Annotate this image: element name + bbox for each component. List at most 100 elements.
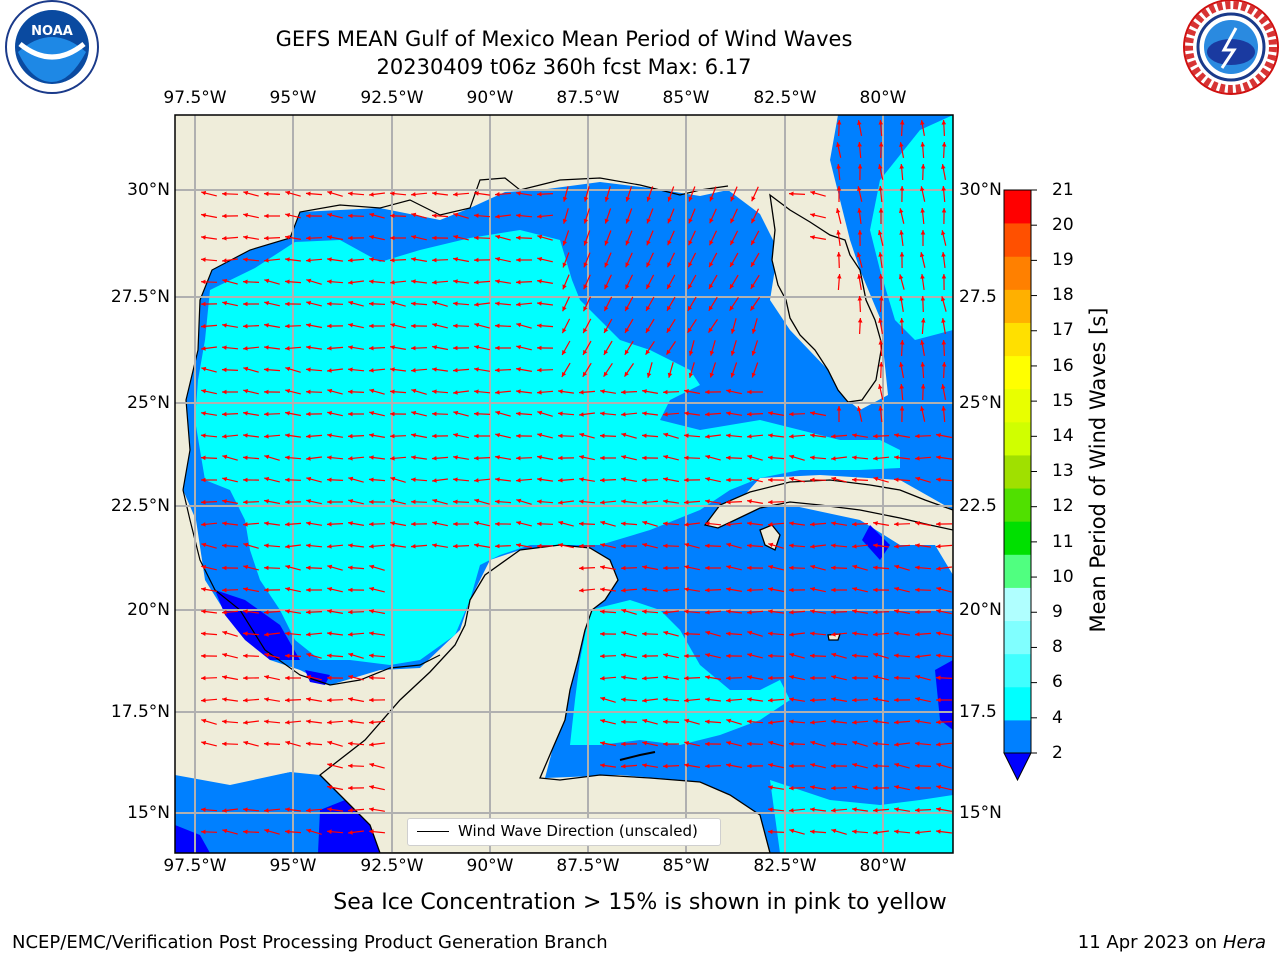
wind-wave-arrowhead [411, 301, 416, 306]
wind-wave-arrowhead [768, 740, 774, 746]
wind-wave-arrowhead [306, 632, 311, 637]
wind-wave-arrowhead [899, 340, 905, 345]
wind-wave-arrowhead [920, 362, 925, 367]
wind-wave-arrowhead [432, 322, 438, 328]
wind-wave-arrowhead [285, 235, 290, 240]
wind-wave-arrowhead [621, 764, 626, 769]
colorbar-band [1004, 223, 1031, 257]
wind-wave-arrowhead [894, 829, 899, 834]
footer-credit: NCEP/EMC/Verification Post Processing Pr… [12, 932, 608, 953]
wind-wave-arrowhead [936, 609, 941, 614]
wind-wave-arrowhead [857, 164, 863, 169]
wind-wave-arrowhead [516, 367, 521, 372]
wind-wave-arrowhead [878, 142, 884, 147]
wind-wave-arrowhead [663, 432, 669, 438]
wind-wave-arrowhead [348, 830, 353, 835]
colorbar-tick-label: 13 [1052, 461, 1074, 481]
wind-wave-arrowhead [873, 609, 878, 615]
wind-wave-arrowhead [306, 609, 311, 615]
wind-wave-arrowhead [852, 564, 858, 570]
wind-wave-arrowhead [243, 411, 248, 416]
wind-wave-arrowhead [243, 346, 248, 351]
colorbar-band [1004, 190, 1031, 224]
wind-wave-arrowhead [941, 120, 947, 125]
wind-wave-arrowhead [789, 652, 795, 658]
wind-wave-arrowhead [327, 388, 333, 394]
wind-wave-arrowhead [920, 230, 926, 235]
wind-wave-arrowhead [873, 719, 878, 724]
wind-wave-arrowhead [516, 345, 522, 350]
wind-wave-arrowhead [264, 719, 269, 724]
wind-wave-arrowhead [663, 588, 668, 593]
wind-wave-arrowhead [243, 213, 248, 218]
wind-wave-arrowhead [201, 324, 206, 329]
wind-wave-arrowhead [857, 186, 862, 192]
colorbar-tick-label: 16 [1052, 356, 1074, 376]
lat-label-right: 30°N [959, 180, 1002, 200]
colorbar-tick-label: 4 [1052, 708, 1063, 728]
wind-wave-arrowhead [726, 609, 731, 614]
wind-wave-arrowhead [411, 323, 416, 329]
wind-wave-arrowhead [894, 807, 899, 812]
wind-wave-arrowhead [327, 740, 333, 746]
wind-wave-arrowhead [684, 522, 689, 527]
wind-wave-arrowhead [495, 499, 500, 504]
wind-wave-arrowhead [899, 230, 904, 235]
wind-wave-arrowhead [750, 283, 755, 289]
wind-wave-arrowhead [201, 235, 206, 240]
wind-wave-arrowhead [750, 305, 755, 311]
wind-wave-arrowhead [894, 762, 900, 768]
wind-wave-arrowhead [348, 258, 353, 263]
wind-wave-arrowhead [583, 349, 588, 355]
wind-wave-arrowhead [348, 763, 353, 769]
wind-wave-arrowhead [222, 477, 228, 482]
wind-wave-arrowhead [537, 234, 543, 240]
wind-wave-arrowhead [474, 280, 479, 285]
wind-wave-arrowhead [789, 454, 795, 460]
wind-wave-arrowhead [621, 477, 626, 482]
wind-wave-arrowhead [516, 322, 522, 328]
svg-text:NOAA: NOAA [31, 24, 73, 39]
wind-wave-arrowhead [936, 675, 941, 681]
wind-wave-arrowhead [562, 350, 567, 355]
wind-wave-arrowhead [768, 455, 773, 460]
lon-label-bottom: 92.5°W [360, 856, 424, 876]
wind-wave-arrowhead [537, 410, 543, 416]
wind-wave-arrowhead [894, 631, 899, 636]
wind-wave-arrowhead [894, 675, 899, 681]
wind-wave-arrowhead [348, 456, 353, 461]
wind-wave-arrowhead [941, 230, 946, 236]
wind-wave-arrowhead [432, 478, 437, 483]
wind-wave-arrowhead [642, 653, 647, 659]
wind-wave-arrowhead [747, 499, 752, 504]
wind-wave-arrowhead [768, 698, 773, 703]
wind-wave-arrowhead [621, 630, 627, 636]
colorbar-tick-label: 12 [1052, 496, 1074, 516]
wind-wave-arrowhead [894, 697, 899, 703]
wind-wave-arrowhead [453, 212, 459, 218]
wind-wave-arrowhead [878, 186, 883, 191]
wind-wave-arrowhead [899, 186, 905, 191]
wind-wave-arrowhead [810, 190, 816, 196]
wind-wave-arrowhead [936, 455, 941, 460]
wind-wave-arrowhead [705, 763, 710, 769]
wind-wave-arrowhead [369, 192, 374, 197]
wind-wave-arrowhead [243, 499, 248, 505]
colorbar-tick-label: 20 [1052, 215, 1074, 235]
wind-wave-arrowhead [920, 142, 925, 147]
wind-wave-arrowhead [562, 196, 568, 202]
wind-wave-arrowhead [852, 807, 857, 812]
wind-wave-arrowhead [604, 196, 610, 202]
wind-wave-arrowhead [369, 368, 374, 373]
wind-wave-arrowhead [561, 371, 567, 377]
lat-label-left: 17.5°N [110, 702, 170, 722]
wind-wave-arrowhead [285, 213, 291, 218]
wind-wave-arrowhead [684, 587, 689, 592]
wind-wave-arrowhead [348, 587, 353, 593]
wind-wave-arrowhead [495, 301, 500, 306]
wind-wave-arrowhead [878, 252, 883, 257]
wind-wave-arrowhead [709, 350, 715, 356]
wind-wave-arrowhead [747, 389, 752, 395]
wind-wave-arrowhead [243, 829, 248, 835]
